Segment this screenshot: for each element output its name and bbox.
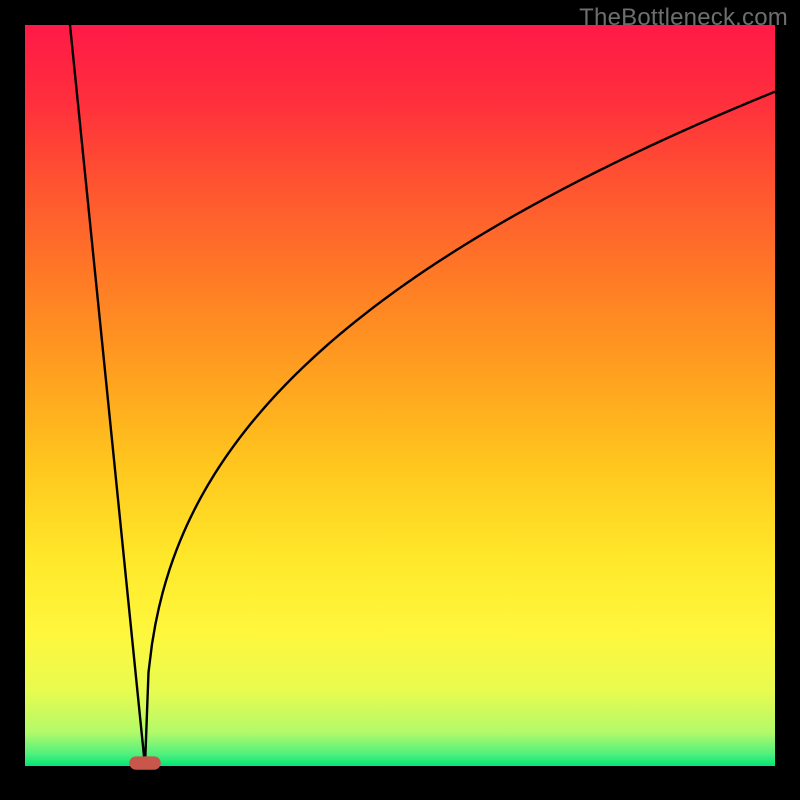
bottleneck-chart bbox=[0, 0, 800, 800]
chart-stage: TheBottleneck.com bbox=[0, 0, 800, 800]
chart-background bbox=[25, 25, 775, 766]
watermark-label: TheBottleneck.com bbox=[579, 4, 788, 32]
optimal-marker bbox=[129, 756, 161, 769]
